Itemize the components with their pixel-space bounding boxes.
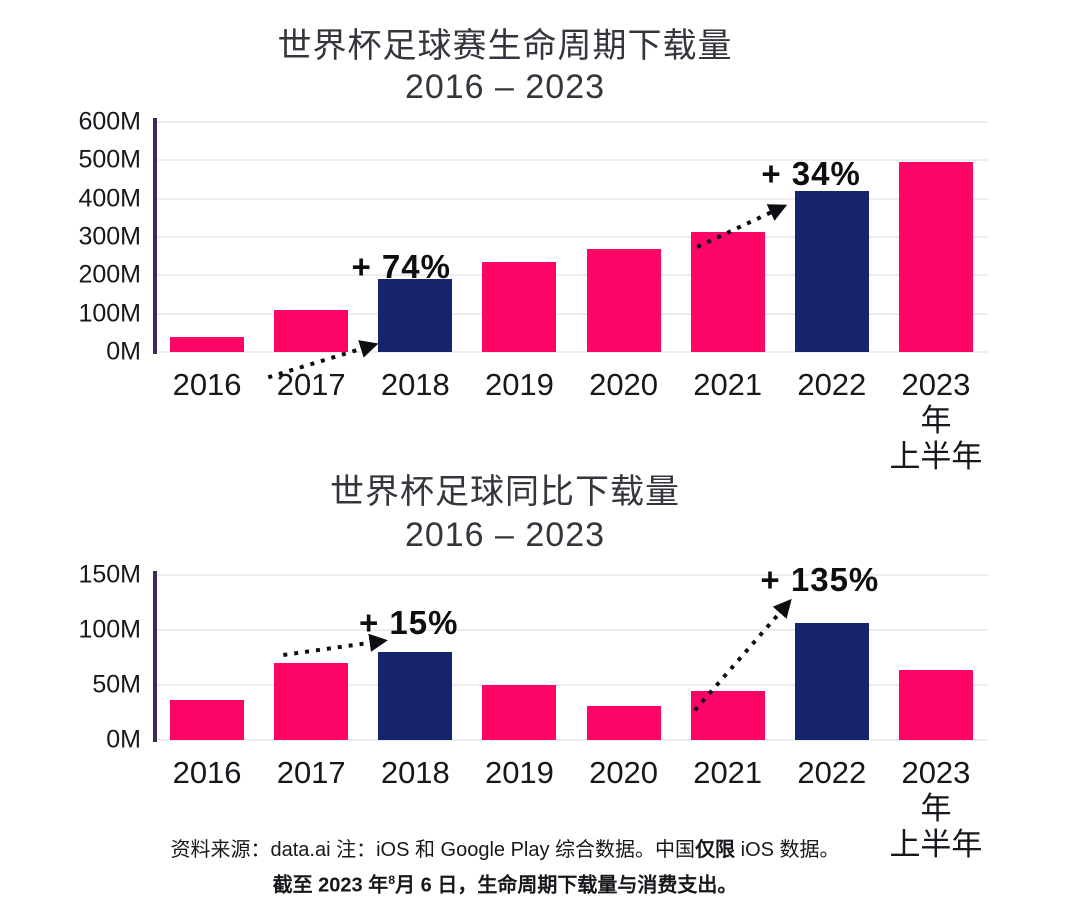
chart-title: 世界杯足球同比下载量 [330,473,680,511]
gridline [155,274,988,276]
bar-2016 [170,336,245,352]
y-axis-tick-label: 0M [106,337,141,366]
x-axis-label: 2017 [276,755,346,790]
bar-2018 [378,279,453,352]
bar-2016 [170,700,245,740]
bar-2022 [794,191,869,352]
source-note-segment: 资料来源：data.ai 注：iOS 和 Google Play 综合数据。中国 [170,839,696,861]
bar-2020 [586,705,661,740]
y-axis-tick-label: 200M [78,260,141,289]
bar-2020 [586,249,661,352]
bar-2023年 [898,162,973,352]
x-axis-label: 2022 [797,367,867,402]
trend-arrow [693,598,792,712]
x-axis-label: 2020 [589,367,659,402]
y-axis-tick-label: 150M [78,560,141,589]
x-axis-label: 2016 [172,755,242,790]
chart-title: 世界杯足球赛生命周期下载量 [277,27,733,65]
x-axis-label: 2021 [693,755,763,790]
bar-2017 [274,309,349,352]
annotation-label: + 135% [760,560,880,598]
source-note-segment: 仅限 [695,839,736,861]
source-note-segment: 截至 2023 年 [272,874,389,897]
gridline [155,351,988,353]
bar-2019 [482,685,557,740]
gridline [155,574,988,576]
gridline [155,198,988,200]
trend-arrows [267,204,788,380]
source-note-line-2: 截至 2023 年8月 6 日，生命周期下载量与消费支出。 [0,865,1010,901]
x-axis-label: 2023 年上半年 [889,367,983,474]
y-axis-tick-label: 100M [78,615,141,644]
source-note-segment: 8 [388,873,396,887]
y-axis-tick-label: 600M [78,107,141,136]
x-axis-label: 2018 [380,755,450,790]
source-note: 资料来源：data.ai 注：iOS 和 Google Play 综合数据。中国… [0,835,1010,901]
annotation-label: + 74% [351,247,451,285]
y-axis-tick-label: 400M [78,184,141,213]
bar-2019 [482,261,557,352]
trend-arrows [283,598,792,712]
y-axis-line [153,118,157,354]
plot-area-yoy-downloads: 150M 100M 50M 0M 2016 2017 2018 2019 2020 2021 202… [78,561,988,862]
bar-2022 [794,623,869,740]
bar-2023年 [898,669,973,740]
gridline [155,236,988,238]
x-axis-label: 2018 [380,367,450,402]
y-axis-tick-label: 500M [78,145,141,174]
chart-subtitle: 2016 – 2023 [404,68,606,106]
trend-arrow [283,633,388,657]
source-note-line-1: 资料来源：data.ai 注：iOS 和 Google Play 综合数据。中国… [0,835,1010,865]
x-axis-label: 2017 [276,367,346,402]
y-axis-tick-label: 0M [106,725,141,754]
bar-2018 [378,652,453,740]
trend-arrow [696,204,788,249]
gridline [155,684,988,686]
bar-2017 [274,663,349,740]
annotation-label: + 34% [761,154,861,192]
gridline [155,629,988,631]
gridline [155,159,988,161]
y-axis-line [153,571,157,742]
bar-2021 [690,232,765,352]
x-axis-label: 2023 年上半年 [889,755,983,862]
plot-area-lifetime-downloads: 600M 500M 400M 300M 200M 100M 0M 2016 2017 2018 20… [78,108,988,474]
gridline [155,121,988,123]
trend-arrow [267,340,379,380]
x-axis-label: 2020 [589,755,659,790]
x-axis-label: 2019 [484,367,554,402]
y-axis-tick-label: 300M [78,222,141,251]
y-axis-tick-label: 50M [92,670,141,699]
source-note-segment: iOS 数据。 [735,839,840,861]
gridline [155,739,988,741]
y-axis-tick-label: 100M [78,299,141,328]
x-axis-label: 2021 [693,367,763,402]
chart-subtitle: 2016 – 2023 [404,516,606,554]
source-note-segment: 月 6 日，生命周期下载量与消费支出。 [395,874,738,897]
x-axis-label: 2019 [484,755,554,790]
gridline [155,313,988,315]
x-axis-label: 2022 [797,755,867,790]
x-axis-label: 2016 [172,367,242,402]
